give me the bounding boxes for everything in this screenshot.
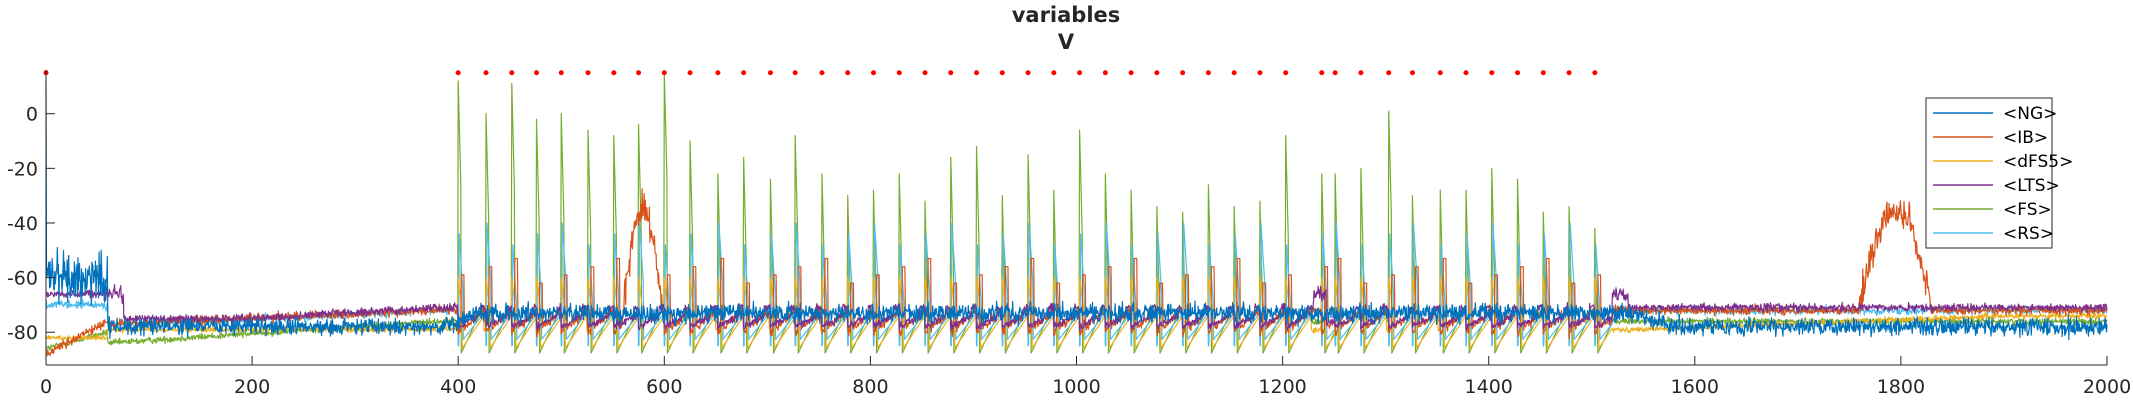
legend-entry-ng: <NG> — [1933, 104, 2057, 124]
spike-marker — [715, 70, 721, 76]
spike-marker — [1515, 70, 1521, 76]
spike-marker — [1319, 70, 1325, 76]
spike-marker — [636, 70, 642, 76]
spike-marker — [1358, 70, 1364, 76]
legend-entry-dfs5: <dFS5> — [1933, 152, 2073, 172]
y-tick-label: -60 — [7, 268, 38, 290]
x-tick-label: 800 — [852, 376, 888, 398]
legend-entry-fs: <FS> — [1933, 200, 2052, 220]
spike-marker — [1025, 70, 1031, 76]
x-tick-label: 200 — [234, 376, 270, 398]
spike-marker — [661, 70, 667, 76]
spike-marker — [1566, 70, 1572, 76]
spike-marker — [1489, 70, 1495, 76]
y-ticks: -80 -60 -40 -20 0 — [7, 104, 55, 344]
x-tick-label: 600 — [646, 376, 682, 398]
x-tick-label: 1600 — [1671, 376, 1719, 398]
legend-box — [1925, 97, 2053, 249]
spike-marker — [585, 70, 591, 76]
spike-marker — [1102, 70, 1108, 76]
spike-marker — [455, 70, 461, 76]
spike-marker — [974, 70, 980, 76]
spike-marker — [534, 70, 540, 76]
legend-entry-rs: <RS> — [1933, 224, 2054, 244]
spike-marker — [845, 70, 851, 76]
chart-title-line-1: variables — [1012, 3, 1121, 27]
spike-marker — [687, 70, 693, 76]
spike-marker — [741, 70, 747, 76]
spike-marker — [1463, 70, 1469, 76]
x-tick-label: 2000 — [2083, 376, 2131, 398]
legend-label-rs: <RS> — [2003, 224, 2054, 244]
spike-marker — [896, 70, 902, 76]
spike-marker — [1051, 70, 1057, 76]
legend-label-ib: <IB> — [2003, 128, 2048, 148]
legend-label-dfs5: <dFS5> — [2003, 152, 2073, 172]
spike-marker — [1540, 70, 1546, 76]
x-tick-label: 1400 — [1465, 376, 1513, 398]
y-tick-label: -20 — [7, 158, 38, 180]
spike-marker — [1180, 70, 1186, 76]
spike-marker — [819, 70, 825, 76]
x-tick-label: 1800 — [1877, 376, 1925, 398]
y-tick-label: -40 — [7, 213, 38, 235]
spike-marker — [1283, 70, 1289, 76]
spike-marker — [1386, 70, 1392, 76]
x-tick-label: 0 — [40, 376, 52, 398]
y-tick-label: -80 — [7, 322, 38, 344]
spike-marker — [1592, 70, 1598, 76]
spike-marker — [1154, 70, 1160, 76]
spike-marker — [948, 70, 954, 76]
spike-marker — [483, 70, 489, 76]
legend-label-lts: <LTS> — [2003, 176, 2060, 196]
legend-label-fs: <FS> — [2003, 200, 2052, 220]
chart-title-line-2: V — [1058, 30, 1075, 54]
spike-marker — [767, 70, 773, 76]
spike-marker — [922, 70, 928, 76]
spike-marker — [1257, 70, 1263, 76]
spike-marker — [1077, 70, 1083, 76]
spike-marker — [1231, 70, 1237, 76]
spike-marker — [611, 70, 617, 76]
x-ticks: 0 200 400 600 800 1000 1200 1400 1600 1800 2000 — [40, 356, 2131, 398]
spike-marker — [870, 70, 876, 76]
y-tick-label: 0 — [26, 104, 38, 126]
legend: <NG> <IB> <dFS5> <LTS> <FS> <RS> — [1925, 97, 2073, 249]
legend-entry-ib: <IB> — [1933, 128, 2048, 148]
spike-marker — [1205, 70, 1211, 76]
x-tick-label: 1000 — [1052, 376, 1100, 398]
spike-marker — [1437, 70, 1443, 76]
legend-label-ng: <NG> — [2003, 104, 2057, 124]
x-tick-label: 1200 — [1258, 376, 1306, 398]
spike-marker — [792, 70, 798, 76]
x-tick-label: 400 — [440, 376, 476, 398]
spike-marker — [1128, 70, 1134, 76]
spike-marker — [509, 70, 515, 76]
spike-marker — [1332, 70, 1338, 76]
spike-marker — [1409, 70, 1415, 76]
series-line-lts — [45, 284, 2108, 331]
spike-marker — [999, 70, 1005, 76]
plot-lines — [45, 72, 2108, 357]
spike-markers — [43, 70, 1598, 76]
spike-marker — [558, 70, 564, 76]
series-line-ng — [45, 80, 2108, 341]
axes: 0 200 400 600 800 1000 1200 1400 1600 1800 2000 -8… — [7, 70, 2131, 398]
legend-entry-lts: <LTS> — [1933, 176, 2060, 196]
